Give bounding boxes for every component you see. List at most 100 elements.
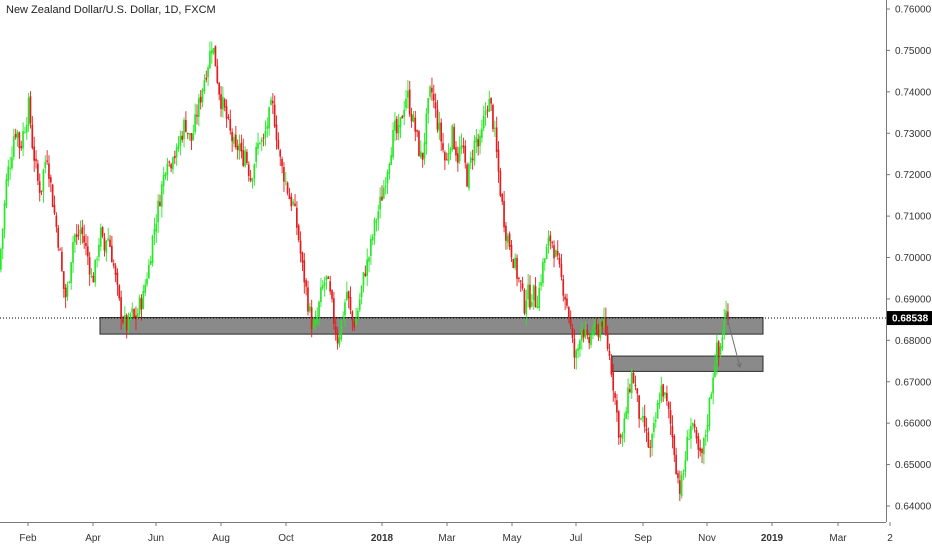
- candle-up: [641, 416, 644, 419]
- candle-down: [103, 237, 106, 251]
- candle-up: [129, 313, 132, 317]
- candle-up: [530, 301, 533, 307]
- candle-down: [462, 145, 465, 148]
- candle-up: [7, 166, 10, 181]
- candle-up: [66, 284, 69, 297]
- candle-down: [567, 307, 570, 318]
- candle-down: [249, 178, 252, 181]
- candle-down: [247, 164, 250, 177]
- candle-up: [542, 261, 544, 284]
- candle-down: [242, 150, 245, 166]
- x-tick-label: Feb: [19, 533, 37, 544]
- candle-up: [538, 287, 541, 308]
- candle-down: [669, 410, 672, 424]
- candle-up: [345, 292, 348, 301]
- candle-down: [61, 251, 63, 271]
- candle-up: [373, 219, 376, 236]
- candle-up: [12, 136, 15, 158]
- candle-down: [275, 124, 278, 141]
- candle-up: [397, 124, 400, 134]
- candle-down: [445, 159, 448, 161]
- candle-up: [577, 348, 579, 351]
- candle-up: [405, 98, 407, 108]
- candle-down: [329, 281, 331, 292]
- y-tick-label: 0.70000: [895, 253, 932, 264]
- candle-up: [370, 238, 372, 256]
- candle-up: [710, 394, 713, 399]
- candle-down: [49, 177, 52, 183]
- candle-down: [632, 372, 635, 384]
- candle-down: [227, 116, 230, 118]
- candle-down: [464, 145, 467, 163]
- candle-up: [721, 337, 724, 349]
- candle-down: [667, 402, 670, 410]
- candle-down: [418, 131, 420, 156]
- candle-up: [312, 324, 315, 328]
- candle-down: [333, 298, 335, 324]
- candle-up: [201, 89, 204, 103]
- candle-up: [623, 418, 626, 434]
- candle-down: [303, 260, 306, 283]
- candle-up: [603, 319, 605, 327]
- candle-down: [569, 317, 572, 327]
- candle-up: [357, 310, 359, 319]
- candle-down: [677, 473, 679, 479]
- candle-up: [105, 240, 108, 253]
- candle-down: [133, 309, 135, 318]
- candle-up: [656, 402, 659, 419]
- candle-up: [11, 157, 13, 169]
- candle-down: [305, 280, 307, 287]
- candle-up: [172, 157, 174, 170]
- candle-up: [27, 97, 30, 126]
- candle-up: [107, 238, 109, 241]
- candle-up: [654, 419, 657, 422]
- x-tick-label: 2018: [371, 533, 394, 544]
- candle-up: [138, 297, 141, 315]
- candle-down: [510, 244, 513, 258]
- candle-up: [386, 172, 389, 184]
- x-tick-label: Jul: [570, 533, 583, 544]
- candle-up: [469, 157, 472, 164]
- candle-down: [495, 127, 498, 152]
- y-tick-label: 0.74000: [895, 87, 932, 98]
- candle-down: [442, 143, 444, 150]
- candle-down: [135, 315, 137, 320]
- candle-up: [44, 162, 47, 168]
- candle-down: [40, 190, 43, 192]
- candle-up: [590, 334, 592, 345]
- candle-up: [70, 262, 72, 283]
- candle-up: [621, 433, 624, 439]
- candle-down: [432, 93, 435, 101]
- candle-up: [723, 318, 726, 335]
- candle-up: [599, 323, 602, 338]
- candle-up: [24, 132, 26, 134]
- candle-up: [16, 131, 19, 138]
- candle-up: [268, 107, 270, 129]
- candle-up: [536, 306, 539, 309]
- candle-down: [523, 289, 526, 314]
- candle-down: [205, 77, 208, 80]
- candle-up: [321, 285, 324, 289]
- candle-down: [666, 393, 668, 402]
- candle-up: [96, 258, 98, 260]
- candle-down: [81, 227, 84, 234]
- candle-down: [186, 132, 189, 134]
- candle-down: [466, 164, 468, 187]
- candle-up: [708, 398, 711, 427]
- x-tick-label: Oct: [278, 533, 294, 544]
- candle-down: [53, 205, 56, 214]
- y-tick-label: 0.68000: [895, 336, 932, 347]
- candle-down: [614, 392, 616, 398]
- candle-down: [14, 133, 17, 138]
- candle-up: [244, 150, 246, 167]
- candle-up: [197, 98, 200, 117]
- candle-up: [482, 115, 485, 129]
- candle-up: [259, 142, 261, 144]
- candle-up: [412, 115, 415, 122]
- candle-down: [662, 384, 664, 397]
- x-tick-label: 2019: [761, 533, 784, 544]
- candle-down: [246, 151, 248, 163]
- candle-down: [521, 283, 524, 289]
- candle-up: [382, 187, 385, 199]
